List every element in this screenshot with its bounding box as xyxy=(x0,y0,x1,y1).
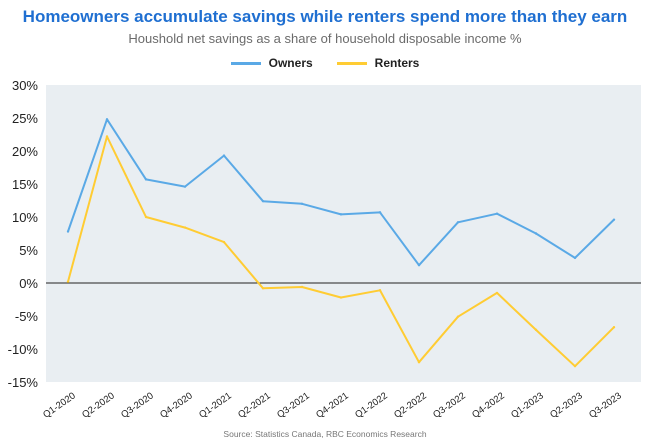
legend-item-owners: Owners xyxy=(230,56,313,70)
legend-swatch-owners xyxy=(230,61,261,65)
series-group xyxy=(66,118,616,368)
x-tick-label: Q2-2021 xyxy=(236,390,273,420)
x-tick-label: Q3-2023 xyxy=(587,390,624,420)
data-point-renters xyxy=(456,315,460,318)
data-point-owners xyxy=(456,221,460,224)
x-tick-label: Q3-2022 xyxy=(431,390,468,420)
y-tick-label: 5% xyxy=(19,243,38,258)
x-tick-label: Q2-2020 xyxy=(80,390,117,420)
chart-subtitle: Houshold net savings as a share of house… xyxy=(128,31,522,46)
legend-label-renters: Renters xyxy=(374,56,420,70)
data-point-renters xyxy=(495,291,499,295)
data-point-renters xyxy=(339,296,343,299)
data-point-renters xyxy=(378,289,382,292)
data-point-renters xyxy=(534,328,538,332)
x-tick-label: Q4-2022 xyxy=(470,390,507,420)
y-tick-label: 15% xyxy=(12,177,38,192)
data-point-owners xyxy=(378,211,382,214)
y-tick-label: 20% xyxy=(12,144,38,159)
legend-label-owners: Owners xyxy=(268,56,313,70)
data-point-owners xyxy=(66,230,70,233)
x-tick-label: Q2-2022 xyxy=(392,390,429,420)
data-point-owners xyxy=(105,118,109,121)
y-axis: 30% 25% 20% 15% 10% 5% 0% -5% -10% -15% xyxy=(8,78,39,390)
data-point-renters xyxy=(222,240,226,244)
legend: Owners Renters xyxy=(0,56,650,70)
source-note: Source: Statistics Canada, RBC Economics… xyxy=(223,429,427,439)
data-point-owners xyxy=(495,212,499,215)
chart-title: Homeowners accumulate savings while rent… xyxy=(22,7,628,26)
x-tick-label: Q4-2021 xyxy=(314,390,351,420)
data-point-owners xyxy=(222,154,226,157)
data-point-renters xyxy=(144,215,148,219)
legend-swatch-renters xyxy=(336,61,367,65)
plot-area xyxy=(46,85,641,382)
x-tick-label: Q3-2020 xyxy=(119,390,156,420)
data-point-owners xyxy=(261,199,265,203)
x-tick-label: Q1-2020 xyxy=(41,390,78,420)
data-point-renters xyxy=(417,361,421,364)
data-point-renters xyxy=(300,285,304,289)
y-tick-label: -5% xyxy=(15,309,39,324)
data-point-owners xyxy=(612,218,616,221)
data-point-renters xyxy=(105,135,109,138)
y-tick-label: 25% xyxy=(12,111,38,126)
y-tick-label: -15% xyxy=(8,375,39,390)
x-axis: Q1-2020 Q2-2020 Q3-2020 Q4-2020 Q1-2021 Q2-20… xyxy=(41,390,624,420)
data-point-owners xyxy=(183,185,187,188)
y-tick-label: 0% xyxy=(19,276,38,291)
legend-item-renters: Renters xyxy=(336,56,420,70)
x-tick-label: Q3-2021 xyxy=(275,390,312,420)
y-tick-label: 10% xyxy=(12,210,38,225)
data-point-owners xyxy=(534,232,538,235)
x-tick-label: Q4-2020 xyxy=(158,390,195,420)
data-point-renters xyxy=(612,326,616,329)
x-tick-label: Q1-2022 xyxy=(353,390,390,420)
y-tick-label: 30% xyxy=(12,78,38,93)
x-tick-label: Q1-2023 xyxy=(509,390,546,420)
data-point-owners xyxy=(573,256,577,260)
data-point-renters xyxy=(261,287,265,290)
data-point-owners xyxy=(417,263,421,267)
y-tick-label: -10% xyxy=(8,342,39,357)
x-tick-label: Q1-2021 xyxy=(197,390,234,420)
data-point-owners xyxy=(339,213,343,216)
x-tick-label: Q2-2023 xyxy=(548,390,585,420)
data-point-renters xyxy=(573,364,577,368)
data-point-renters xyxy=(183,226,187,229)
data-point-renters xyxy=(66,280,70,283)
data-point-owners xyxy=(300,202,304,205)
data-point-owners xyxy=(144,178,148,181)
